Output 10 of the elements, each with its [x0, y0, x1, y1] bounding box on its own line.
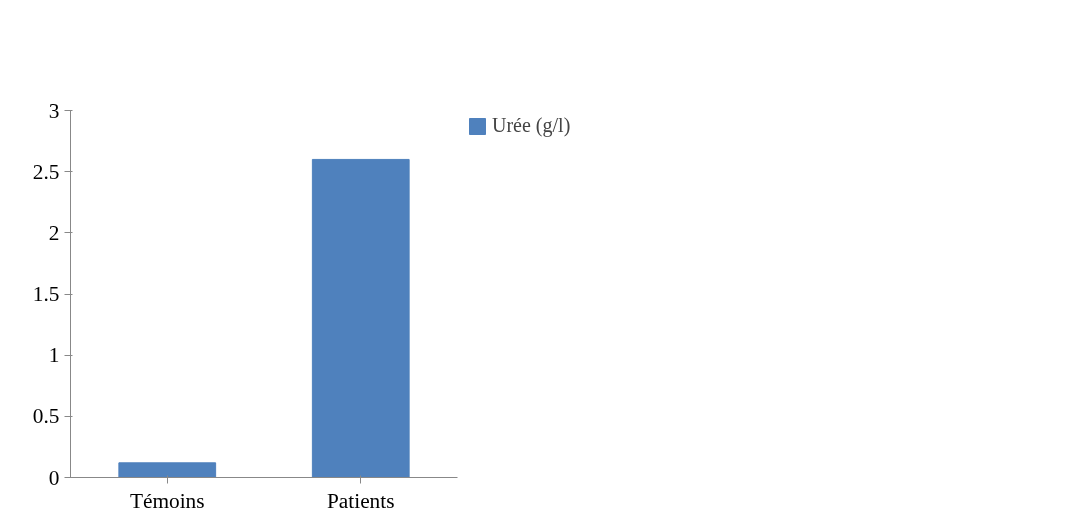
y-tick-label: 1: [48, 343, 60, 368]
x-tick-label: Patients: [326, 488, 395, 513]
legend-label: Urée (g/l): [492, 114, 571, 137]
y-tick-label: 1.5: [32, 282, 60, 306]
y-tick-label: 0: [48, 465, 60, 490]
y-tick-label: 2.5: [32, 159, 60, 184]
y-tick-label: 0.5: [32, 404, 60, 429]
x-tick-label: Témoins: [129, 488, 205, 513]
y-tick-label: 2: [48, 220, 60, 245]
y-tick-label: 3: [48, 98, 60, 123]
